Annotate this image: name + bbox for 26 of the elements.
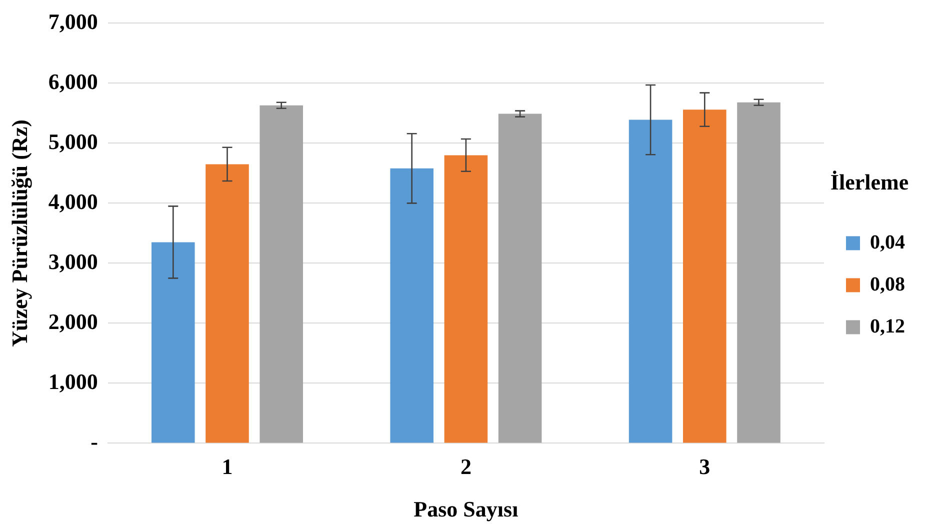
bar xyxy=(206,164,249,443)
y-tick-label: 7,000 xyxy=(48,8,98,34)
y-tick-label: 2,000 xyxy=(48,308,98,334)
x-tick-label: 1 xyxy=(222,454,233,480)
bar xyxy=(683,110,726,443)
legend-label: 0,04 xyxy=(870,231,905,254)
bar xyxy=(260,105,303,443)
bar xyxy=(444,155,488,443)
x-tick-label: 3 xyxy=(699,454,710,480)
y-tick-label: 6,000 xyxy=(48,68,98,94)
y-tick-label: 1,000 xyxy=(48,368,98,394)
y-tick-label: 4,000 xyxy=(48,188,98,214)
x-tick-label: 2 xyxy=(460,454,472,480)
y-tick-label: 3,000 xyxy=(48,248,98,274)
y-tick-label: 5,000 xyxy=(48,128,98,154)
bar xyxy=(628,120,672,443)
legend-title: İlerleme xyxy=(830,169,909,194)
bar xyxy=(498,114,542,443)
bar xyxy=(390,168,434,443)
y-axis-title: Yüzey Pürüzlülüğü (Rz) xyxy=(6,120,32,347)
bar xyxy=(737,102,780,443)
bar xyxy=(152,242,195,443)
x-axis-title: Paso Sayısı xyxy=(414,496,518,522)
y-tick-label: - xyxy=(90,428,98,454)
legend-label: 0,12 xyxy=(870,315,905,338)
legend-label: 0,08 xyxy=(870,273,905,296)
